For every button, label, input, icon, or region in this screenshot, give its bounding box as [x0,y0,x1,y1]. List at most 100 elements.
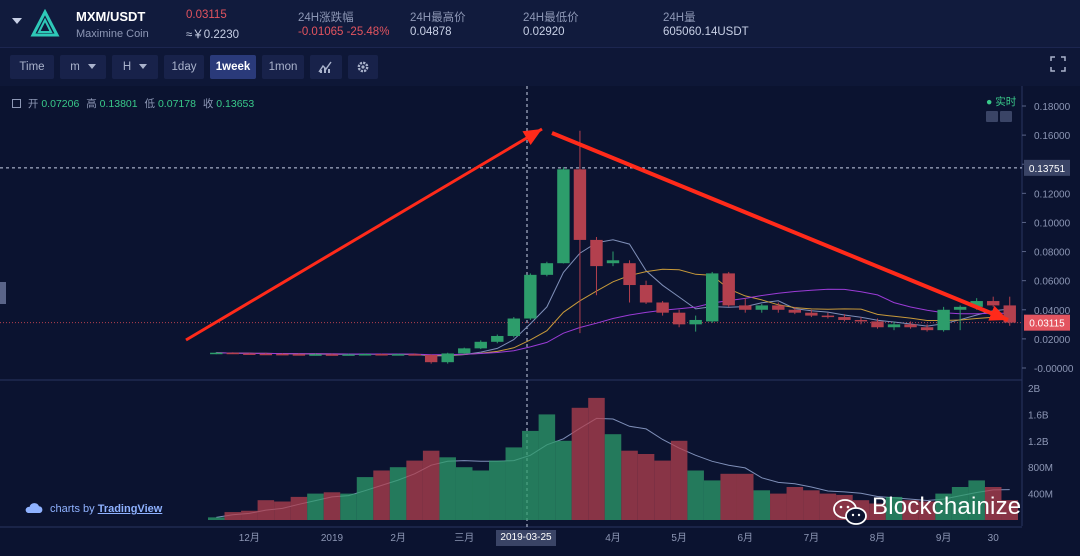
candle-body [309,354,322,356]
candle-body [540,263,554,275]
candle-body [491,335,504,342]
candle-body [838,317,851,320]
hour-select[interactable]: H [112,55,158,79]
volume-bar [208,517,225,520]
high-value: 0.04878 [410,26,452,38]
pair-title[interactable]: MXM/USDT [76,9,146,24]
volume-bar [340,493,357,520]
day-button[interactable]: 1day [164,55,204,79]
candle-body [854,319,868,322]
watermark: Blockchainize [872,493,1022,520]
volume-bar [538,414,556,520]
wechat-icon [833,499,867,525]
high-value: 0.13801 [99,98,138,110]
candlestick-series [210,130,1016,364]
price-tick-label: 0.12000 [1034,189,1071,200]
chart-axes: 0.180000.160000.140000.120000.100000.080… [239,102,1074,544]
price-chart[interactable]: 0.180000.160000.140000.120000.100000.080… [0,86,1080,556]
change-value: -0.01065 -25.48% [298,26,390,38]
volume-tick-label: 2B [1028,384,1041,395]
fullscreen-icon[interactable] [1050,56,1066,72]
open-label: 开 [27,98,39,110]
trend-arrows [185,127,1009,342]
candle-body [458,348,471,354]
volume-bar [373,470,390,520]
volume-bar [885,496,903,520]
close-label: 收 [202,98,214,110]
volume-label: 24H量 [663,12,696,24]
scroll-right-icon[interactable] [1000,111,1012,122]
high-label: 高 [86,98,97,110]
candle-body [805,312,818,316]
candle-body [557,169,570,264]
settings-button[interactable] [348,55,378,79]
volume-bar [604,434,622,520]
price-tick-label: 0.16000 [1034,131,1071,142]
volume-bar [753,490,771,520]
hour-label: H [122,61,132,73]
change-block: 24H涨跌幅 -0.01065 -25.48% [298,9,389,38]
price-block: 0.03115 ≈￥0.2230 [186,9,239,42]
ma-line [216,268,1010,356]
ticker-header: MXM/USDT Maximine Coin 0.03115 ≈￥0.2230 … [0,0,1080,48]
legend-toggle-icon[interactable] [12,99,21,108]
volume-series [208,397,1018,520]
high-block: 24H最高价 0.04878 [410,9,466,38]
candle-body [441,353,454,363]
indicators-button[interactable] [310,55,342,79]
candle-body [672,312,686,325]
candle-body [342,354,355,356]
tradingview-link[interactable]: TradingView [97,503,163,515]
candle-body [358,354,372,356]
panel-resize-handle[interactable] [0,282,6,304]
candle-body [970,301,983,307]
candle-body [755,305,768,310]
time-tick-label: 4月 [605,532,621,544]
volume-bar [323,492,341,520]
change-label: 24H涨跌幅 [298,12,354,24]
realtime-indicator[interactable]: ● 实时 [986,96,1017,108]
volume-bar [803,490,820,520]
volume-bar [703,480,721,520]
current-price-text: 0.03115 [1029,319,1065,330]
volume-bar [472,470,490,520]
cloud-icon [25,503,43,513]
scroll-left-icon[interactable] [986,111,998,122]
chevron-down-icon [87,64,96,70]
week-button[interactable]: 1week [210,55,256,79]
tradingview-branding[interactable]: charts by TradingView [24,502,162,515]
volume-bar [406,460,423,520]
volume-bar [422,450,440,520]
maximine-logo-icon [30,9,60,37]
volume-bar [819,493,837,520]
crosshair-price-tag [1024,159,1070,176]
candle-body [474,341,487,349]
candle-body [259,353,273,356]
volume-tick-label: 1.6B [1028,410,1049,421]
low-value: 0.02920 [523,26,565,38]
volume-value: 605060.14USDT [663,26,749,38]
time-button[interactable]: Time [10,55,54,79]
collapse-arrow-icon[interactable] [12,18,22,24]
volume-bar [720,473,737,520]
candle-body [788,309,802,313]
low-label: 低 [144,98,156,110]
volume-bar [274,501,291,520]
crosshair-price-text: 0.13751 [1029,164,1066,175]
volume-bar [670,440,688,520]
candle-body [408,354,421,356]
candle-body [210,352,223,355]
volume-bar [257,500,275,520]
time-tick-label: 2月 [390,532,406,544]
month-button[interactable]: 1mon [262,55,304,79]
candle-body [606,260,620,264]
volume-bar [786,487,804,520]
volume-bar [588,397,605,520]
volume-bar [455,467,473,520]
candle-body [226,352,239,355]
price-tick-label: 0.18000 [1034,102,1071,113]
volume-bar [522,430,539,520]
minute-select[interactable]: m [60,55,106,79]
chevron-down-icon [139,64,148,70]
gear-icon [357,61,369,73]
